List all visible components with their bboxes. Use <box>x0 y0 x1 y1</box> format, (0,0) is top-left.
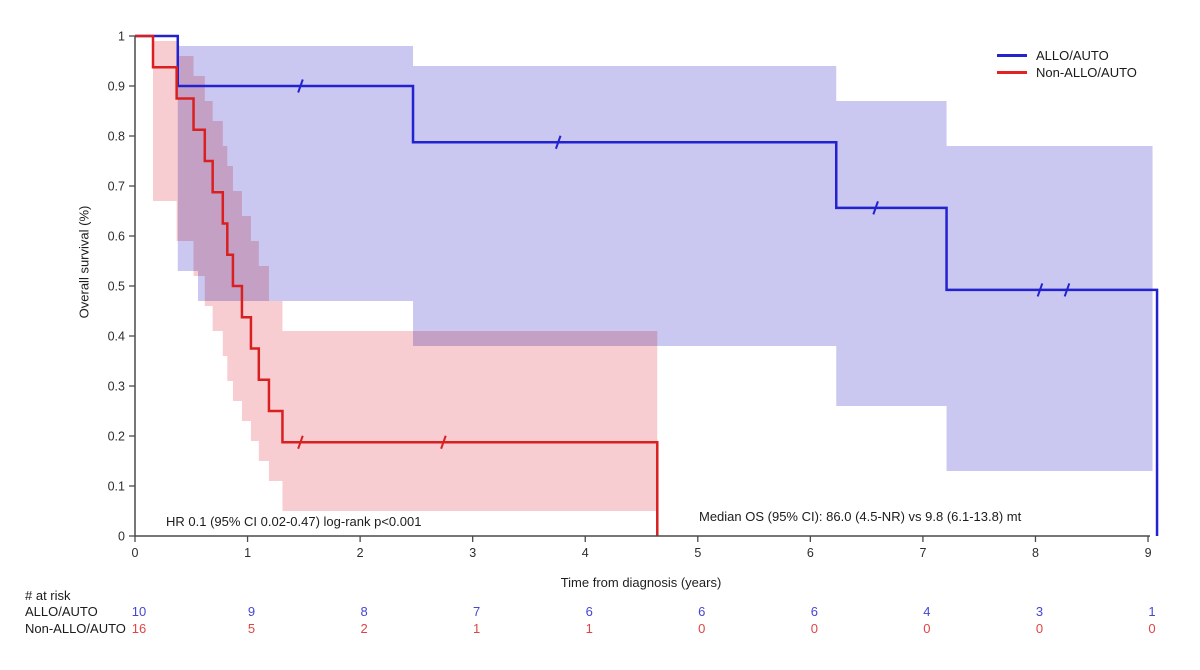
x-tick-label: 9 <box>1145 546 1152 560</box>
x-tick-label: 5 <box>694 546 701 560</box>
y-axis-label: Overall survival (%) <box>76 205 92 319</box>
x-tick-label: 2 <box>357 546 364 560</box>
x-tick-label: 6 <box>807 546 814 560</box>
y-tick-label: 0.3 <box>108 380 125 394</box>
legend-item-allo-auto: ALLO/AUTO <box>997 47 1137 63</box>
y-tick-label: 0.5 <box>108 280 125 294</box>
risk-table-header: # at risk <box>25 588 71 603</box>
y-tick-label: 0.1 <box>108 480 125 494</box>
x-axis-label: Time from diagnosis (years) <box>560 575 722 590</box>
legend-label: ALLO/AUTO <box>1036 47 1109 63</box>
non-allo-auto-censor-marks <box>297 435 447 450</box>
y-tick-label: 1 <box>118 30 125 44</box>
x-tick-label: 3 <box>469 546 476 560</box>
y-tick-label: 0.4 <box>108 330 125 344</box>
x-tick-label: 8 <box>1032 546 1039 560</box>
y-tick-label: 0.8 <box>108 130 125 144</box>
allo-auto-censor-tick <box>1063 283 1071 297</box>
allo-auto-censor-tick <box>554 135 562 150</box>
y-tick-label: 0.2 <box>108 430 125 444</box>
allo-auto-ci-band <box>177 46 1153 471</box>
hr-annotation: HR 0.1 (95% CI 0.02-0.47) log-rank p<0.0… <box>166 514 422 529</box>
axis-ticks <box>129 35 1149 542</box>
legend-item-non-allo-auto: Non-ALLO/AUTO <box>997 64 1137 80</box>
legend-line-swatch <box>997 70 1027 74</box>
non-allo-auto-censor-tick <box>297 435 304 450</box>
non-allo-auto-censor-tick <box>440 435 447 450</box>
non-allo-auto-ci-band <box>153 41 658 511</box>
tick-labels: 0 1 2 3 4 5 6 7 8 9 0 0.1 0.2 0.3 0.4 0.5 0.6 0.7 0.8 0.9 1 <box>108 30 1152 561</box>
y-tick-label: 0.9 <box>108 80 125 94</box>
legend: ALLO/AUTO Non-ALLO/AUTO <box>997 47 1137 81</box>
median-os-annotation: Median OS (95% CI): 86.0 (4.5-NR) vs 9.8… <box>699 509 1022 524</box>
x-tick-label: 7 <box>919 546 926 560</box>
y-tick-label: 0.7 <box>108 180 125 194</box>
allo-auto-censor-tick <box>1036 283 1044 297</box>
allo-auto-censor-marks <box>297 79 1071 297</box>
x-tick-label: 4 <box>582 546 589 560</box>
legend-label: Non-ALLO/AUTO <box>1036 64 1137 80</box>
allo-auto-censor-tick <box>872 201 879 215</box>
y-tick-label: 0 <box>118 530 125 544</box>
allo-auto-censor-tick <box>297 79 304 93</box>
ci-bands <box>153 41 1153 511</box>
y-tick-label: 0.6 <box>108 230 125 244</box>
legend-line-swatch <box>997 53 1027 57</box>
x-tick-label: 1 <box>244 546 251 560</box>
non-allo-auto-survival-curve <box>135 34 659 536</box>
x-tick-label: 0 <box>132 546 139 560</box>
